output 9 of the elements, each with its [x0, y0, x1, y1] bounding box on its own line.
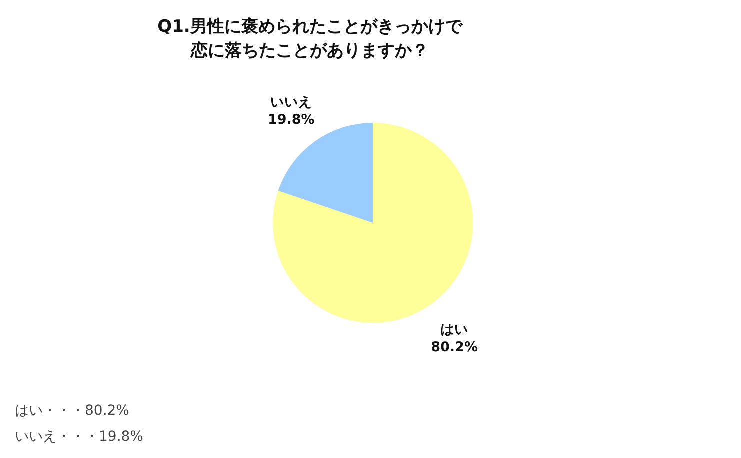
data-label: 19.8%: [268, 112, 316, 128]
chart-title: Q1.男性に褒められたことがきっかけで恋に落ちたことがありますか？: [158, 17, 464, 61]
pie-slice: [273, 123, 473, 323]
text: いいえ・・・19.8%: [15, 429, 144, 445]
slice-label: はい: [440, 322, 469, 338]
text: はい・・・80.2%: [15, 403, 130, 419]
data-label: 80.2%: [431, 340, 478, 356]
slice-label: いいえ: [270, 94, 312, 111]
pie-slice: [278, 123, 373, 223]
